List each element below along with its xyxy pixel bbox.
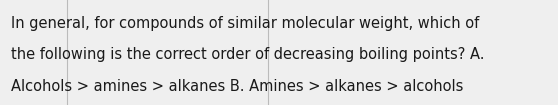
Text: the following is the correct order of decreasing boiling points? A.: the following is the correct order of de… xyxy=(11,47,485,62)
Text: In general, for compounds of similar molecular weight, which of: In general, for compounds of similar mol… xyxy=(11,16,479,31)
Text: Alcohols > amines > alkanes B. Amines > alkanes > alcohols: Alcohols > amines > alkanes B. Amines > … xyxy=(11,79,464,94)
